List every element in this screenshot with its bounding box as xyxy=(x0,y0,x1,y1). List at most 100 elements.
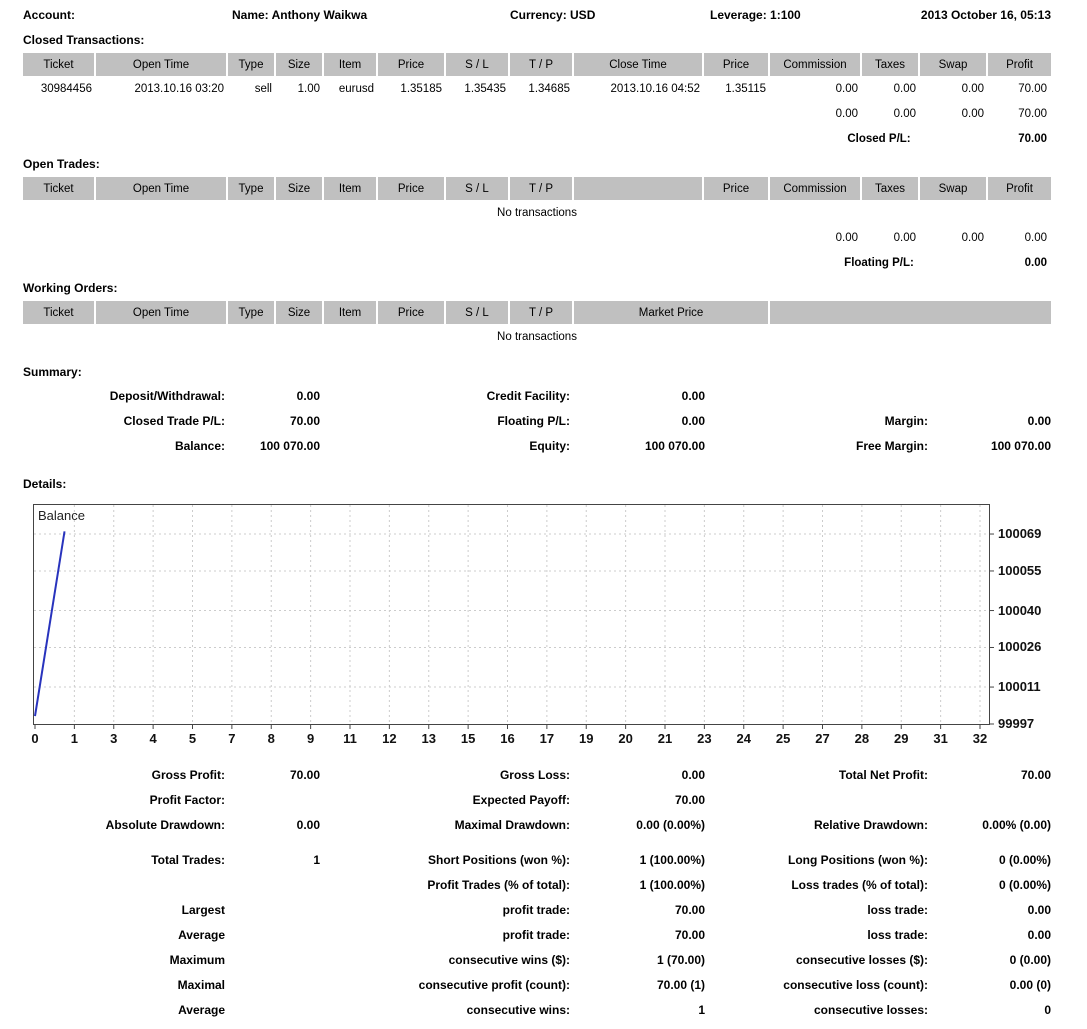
stat-label: Closed Trade P/L: xyxy=(123,414,225,428)
table-cell: 1.35435 xyxy=(464,82,506,95)
stat-value: 1 (100.00%) xyxy=(639,853,705,867)
stat-label: Floating P/L: xyxy=(497,414,570,428)
table-cell: 0.00 xyxy=(961,82,984,95)
stat-label: Largest xyxy=(181,903,225,917)
total-value: 70.00 xyxy=(1018,107,1047,120)
stat-row: Total Trades: 1 Short Positions (won %): 1 … xyxy=(23,848,1051,873)
stat-row: Closed Trade P/L: 70.00 Floating P/L: 0.00 M… xyxy=(23,409,1051,434)
y-axis-tick-label: 100055 xyxy=(998,562,1042,578)
empty-cell xyxy=(23,126,770,151)
stat-label: Credit Facility: xyxy=(486,389,570,403)
column-header: T / P xyxy=(510,301,574,324)
column-header: Ticket xyxy=(23,53,96,76)
stat-label: profit trade: xyxy=(502,928,570,942)
stat-label: Loss trades (% of total): xyxy=(791,878,928,892)
x-axis-tick-label: 29 xyxy=(894,731,909,746)
stat-value: 0.00 xyxy=(1027,928,1051,942)
chart-canvas xyxy=(33,504,994,729)
stat-value: 0.00 (0.00%) xyxy=(636,818,705,832)
column-header: Ticket xyxy=(23,177,96,200)
column-header: Commission xyxy=(770,53,862,76)
x-axis-tick-label: 23 xyxy=(697,731,712,746)
stat-row: Absolute Drawdown: 0.00 Maximal Drawdown: 0… xyxy=(23,813,1051,838)
stat-label: Gross Profit: xyxy=(151,768,225,782)
stat-value: 100 070.00 xyxy=(259,439,320,453)
stat-label: Free Margin: xyxy=(855,439,928,453)
pl-value: 70.00 xyxy=(1018,132,1047,145)
stat-label: loss trade: xyxy=(867,903,928,917)
empty-cell xyxy=(23,250,770,275)
stat-value: 0 xyxy=(1044,1003,1051,1017)
column-header: Type xyxy=(228,301,276,324)
stat-value: 0.00 xyxy=(681,414,705,428)
stat-value: 70.00 (1) xyxy=(656,978,705,992)
table-cell: 1.35115 xyxy=(725,82,766,95)
stat-value: 0.00 xyxy=(296,389,320,403)
column-header: Swap xyxy=(920,177,988,200)
x-axis-tick-label: 17 xyxy=(539,731,555,746)
stat-label xyxy=(705,788,928,813)
closed-transactions-title: Closed Transactions: xyxy=(23,33,145,47)
stat-value: 70.00 xyxy=(674,903,705,917)
stat-value: 0.00% (0.00) xyxy=(982,818,1051,832)
currency-label: Currency: USD xyxy=(510,8,596,22)
stat-value: 0.00 xyxy=(681,768,705,782)
column-header: Profit xyxy=(988,53,1051,76)
stat-row: Average consecutive wins: 1 consecutive los… xyxy=(23,998,1051,1023)
x-axis-tick-label: 31 xyxy=(933,731,948,746)
y-axis-tick-label: 100040 xyxy=(998,602,1042,618)
x-axis-tick-label: 11 xyxy=(343,731,357,746)
account-statement-report: Account: Name: Anthony Waikwa Currency: … xyxy=(23,8,1052,1023)
x-axis-tick-label: 1 xyxy=(70,731,78,746)
stat-row: Profit Trades (% of total): 1 (100.00%) Lo… xyxy=(23,873,1051,898)
table-cell: eurusd xyxy=(338,82,374,95)
stat-value: 0 (0.00) xyxy=(1009,953,1051,967)
column-header: Type xyxy=(228,53,276,76)
x-axis-tick-label: 21 xyxy=(657,731,673,746)
table-cell: 0.00 xyxy=(835,82,858,95)
stat-label: Maximal xyxy=(177,978,225,992)
stat-label: profit trade: xyxy=(502,903,570,917)
chart-series-label: Balance xyxy=(38,508,85,523)
stat-row: Balance: 100 070.00 Equity: 100 070.00 Free … xyxy=(23,434,1051,459)
summary-grid: Deposit/Withdrawal: 0.00 Credit Facility: 0… xyxy=(23,384,1051,459)
total-value: 0.00 xyxy=(893,107,916,120)
summary-title: Summary: xyxy=(23,365,82,379)
column-header: Size xyxy=(276,53,324,76)
stat-value: 70.00 xyxy=(674,928,705,942)
column-header: Ticket xyxy=(23,301,96,324)
stat-label: Total Trades: xyxy=(151,853,225,867)
stat-value: 1 (70.00) xyxy=(656,953,705,967)
leverage-label: Leverage: 1:100 xyxy=(710,8,801,22)
stat-value xyxy=(225,923,320,948)
balance-chart: Balance 0 1 3 4 5 7 8 9 11 12 13 15 16 17 19 20 21 23 24 25… xyxy=(23,504,1051,754)
balance-line xyxy=(34,531,66,717)
column-header: Open Time xyxy=(96,53,228,76)
no-transactions-text: No transactions xyxy=(497,206,577,219)
column-header: Size xyxy=(276,177,324,200)
table-cell: 30984456 xyxy=(40,82,92,95)
x-axis-tick-label: 20 xyxy=(618,731,633,746)
stat-label: consecutive wins ($): xyxy=(448,953,570,967)
x-axis-tick-label: 3 xyxy=(110,731,118,746)
column-header: Item xyxy=(324,53,378,76)
stat-value: 1 xyxy=(313,853,320,867)
stat-label: Gross Loss: xyxy=(499,768,570,782)
stat-label: Expected Payoff: xyxy=(472,793,570,807)
stat-value: 0.00 xyxy=(681,389,705,403)
x-axis-tick-label: 19 xyxy=(579,731,594,746)
stat-label: Balance: xyxy=(174,439,225,453)
totals-row: 0.00 0.00 0.00 0.00 xyxy=(23,225,1051,250)
table-cell: 2013.10.16 04:52 xyxy=(610,82,700,95)
column-header: S / L xyxy=(446,301,510,324)
x-axis-tick-label: 24 xyxy=(736,731,751,746)
stat-label: Profit Factor: xyxy=(149,793,225,807)
stat-label: Equity: xyxy=(529,439,570,453)
stat-label: Profit Trades (% of total): xyxy=(427,878,570,892)
stat-label: Average xyxy=(178,928,225,942)
x-axis-tick-label: 25 xyxy=(775,731,791,746)
column-header: Open Time xyxy=(96,301,228,324)
stat-label: Maximum xyxy=(169,953,225,967)
